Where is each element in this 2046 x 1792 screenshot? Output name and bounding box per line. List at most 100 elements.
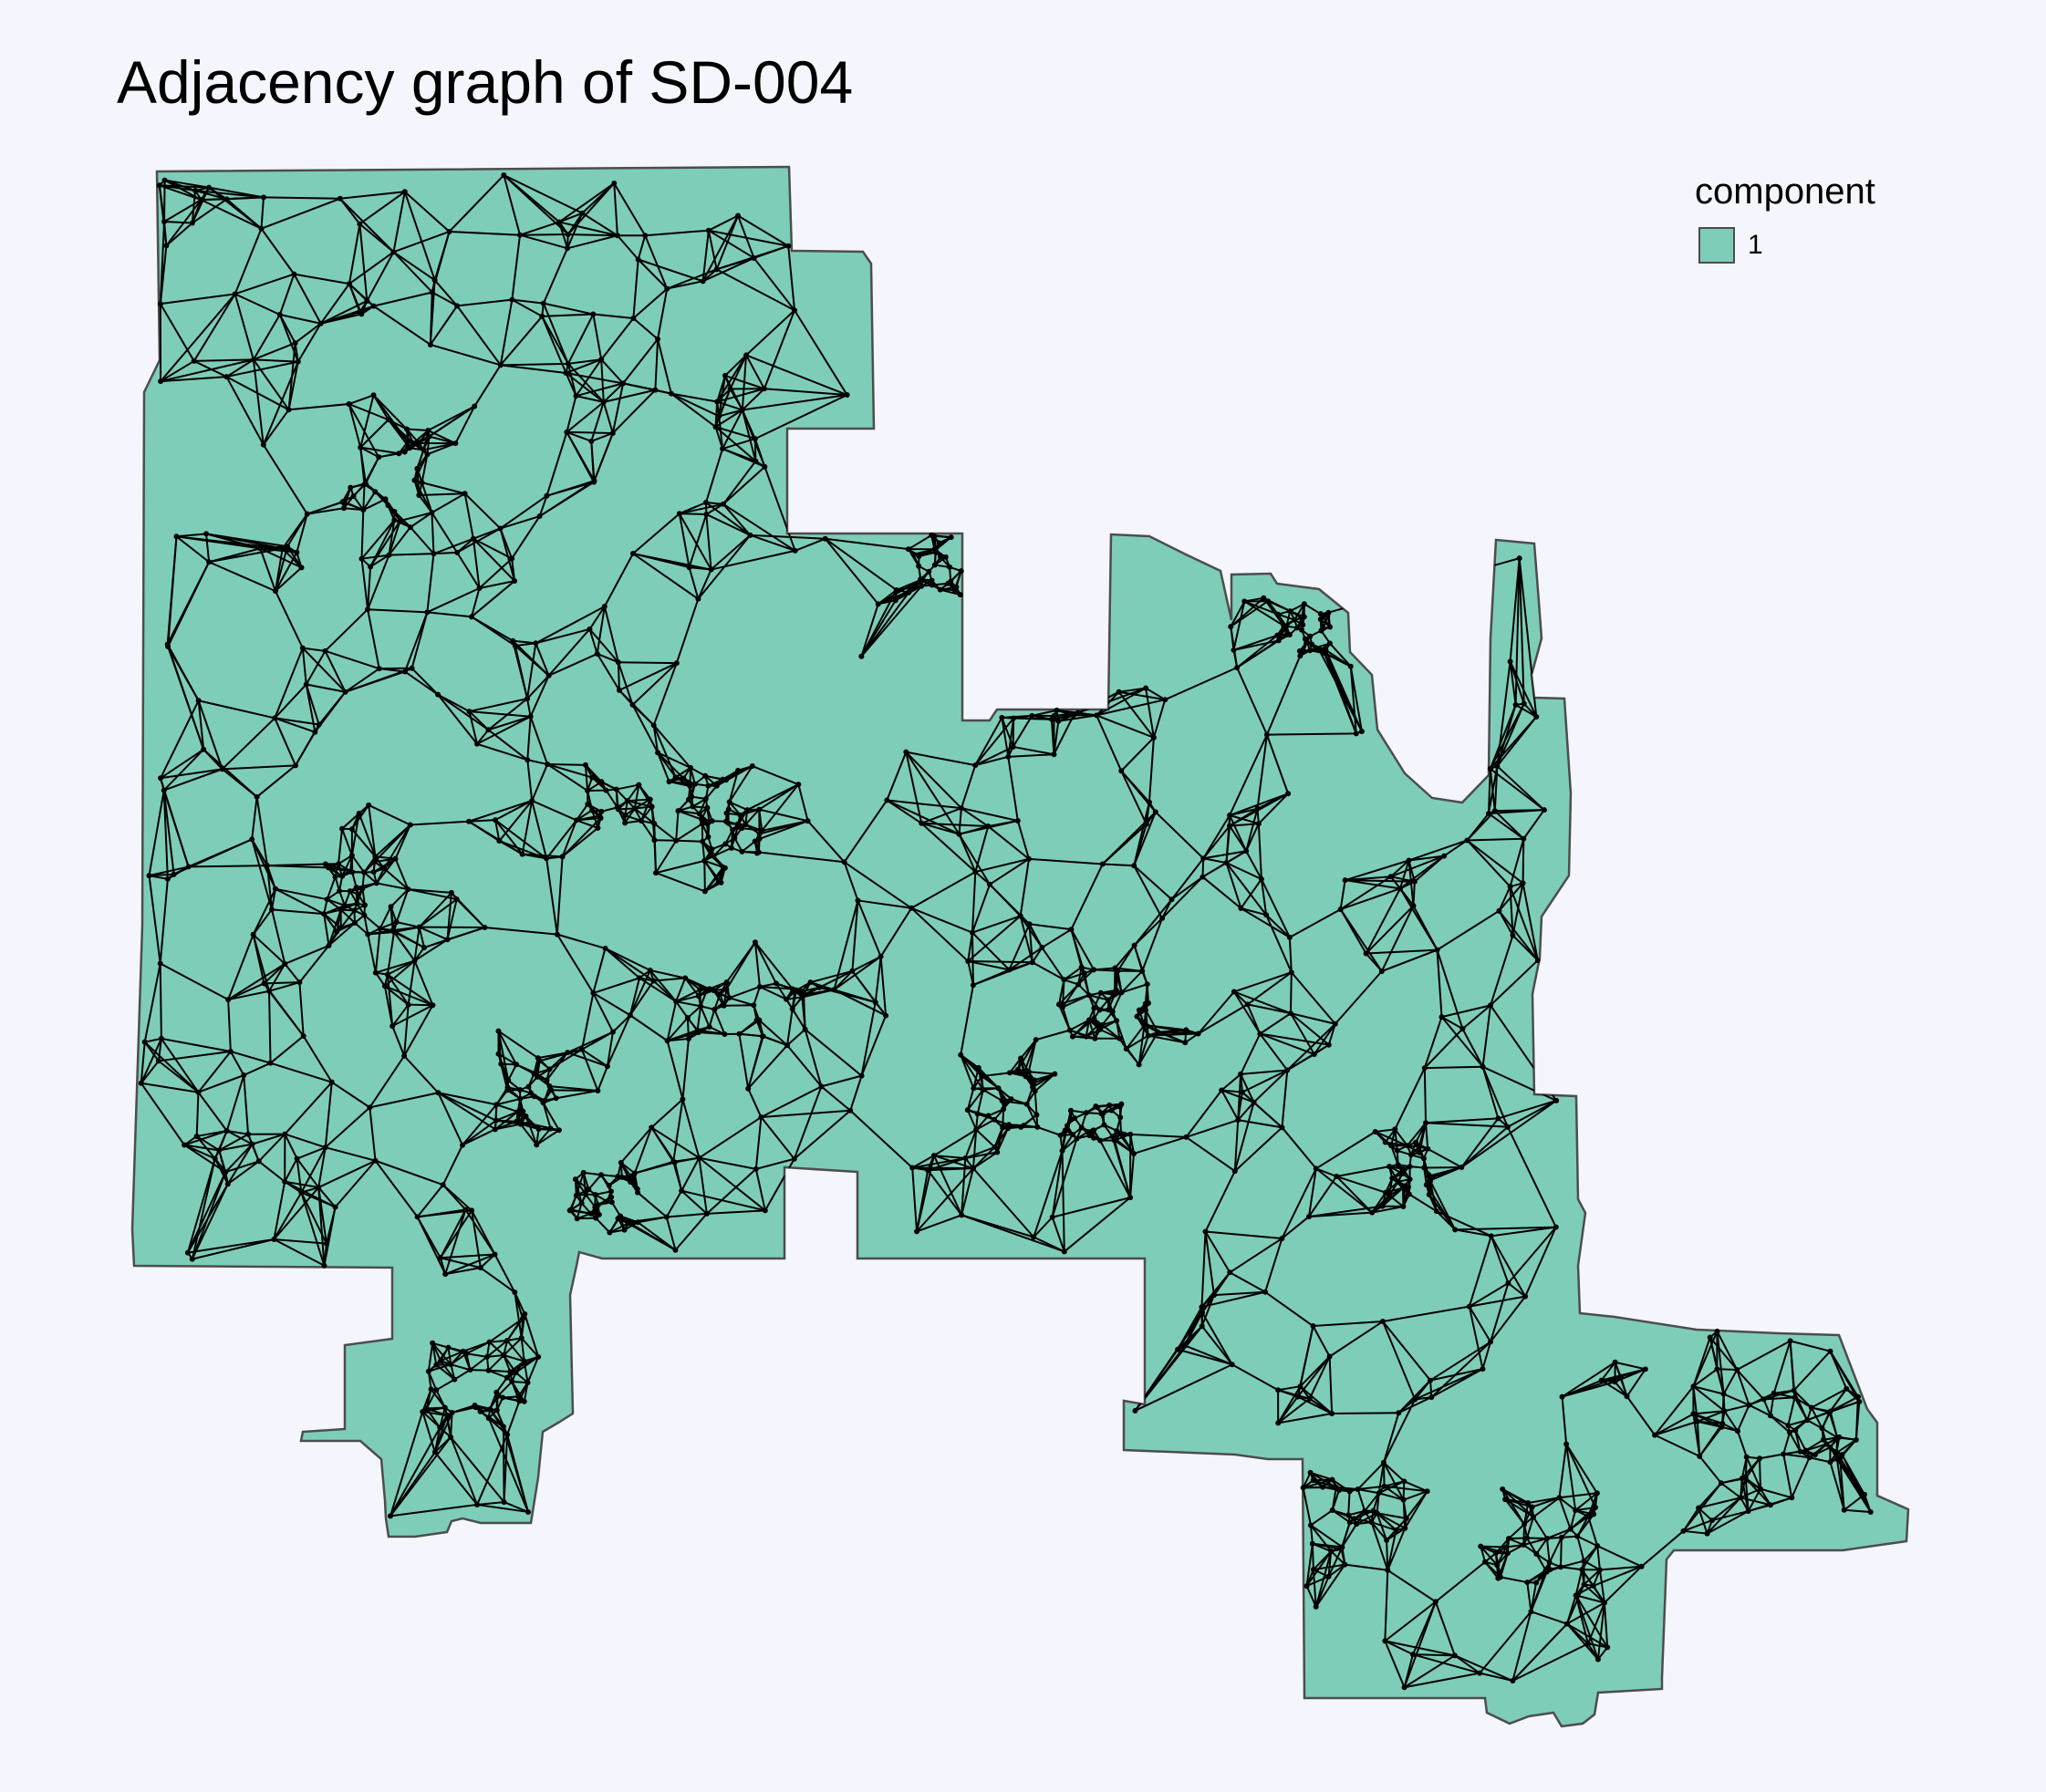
adjacency-edge (359, 395, 375, 448)
precinct-node (544, 855, 550, 862)
precinct-node (1183, 1134, 1189, 1140)
precinct-node (195, 698, 202, 704)
adjacency-edge (678, 513, 712, 571)
precinct-node (419, 480, 425, 486)
precinct-node (1333, 1484, 1339, 1490)
adjacency-edge (367, 566, 372, 610)
precinct-node (449, 1409, 455, 1415)
precinct-node (573, 817, 579, 823)
precinct-node (1757, 1486, 1763, 1492)
precinct-node (728, 844, 734, 851)
adjacency-edge (700, 989, 709, 1007)
adjacency-edge (1236, 667, 1268, 736)
adjacency-edge (499, 494, 548, 530)
precinct-node (409, 665, 415, 671)
adjacency-edge (1509, 838, 1525, 887)
precinct-node (370, 303, 377, 309)
adjacency-edge (1234, 1126, 1283, 1172)
precinct-node (985, 823, 992, 830)
adjacency-edge (1356, 1488, 1366, 1512)
precinct-node (497, 362, 504, 368)
adjacency-edge (1101, 1010, 1114, 1026)
adjacency-edge (632, 287, 668, 319)
precinct-node (725, 820, 732, 826)
adjacency-edge (529, 675, 550, 718)
adjacency-edge (675, 598, 700, 664)
adjacency-edge (1772, 1341, 1792, 1394)
precinct-node (291, 271, 297, 277)
precinct-node (615, 659, 621, 666)
adjacency-edge (1481, 1066, 1509, 1128)
adjacency-edge (1349, 666, 1357, 734)
adjacency-edge (497, 1052, 517, 1066)
precinct-node (424, 609, 431, 616)
adjacency-edge (763, 1158, 795, 1211)
precinct-node (520, 1315, 526, 1321)
precinct-node (701, 857, 708, 864)
precinct-node (784, 996, 790, 1002)
precinct-node (1235, 1117, 1241, 1124)
precinct-node (1288, 969, 1294, 976)
precinct-node (368, 564, 374, 570)
adjacency-edge (1698, 1455, 1722, 1484)
adjacency-edge (159, 184, 202, 202)
precinct-node (705, 227, 711, 233)
adjacency-edge (296, 1146, 327, 1160)
adjacency-edge (1335, 1176, 1373, 1214)
precinct-node (1404, 1143, 1410, 1149)
adjacency-edge (373, 823, 411, 863)
adjacency-edge (591, 810, 599, 829)
adjacency-edge (724, 374, 765, 390)
adjacency-edge (1596, 1602, 1605, 1660)
precinct-node (1231, 989, 1237, 995)
precinct-node (1369, 1209, 1376, 1216)
adjacency-edge (600, 317, 635, 360)
adjacency-edge (1029, 923, 1072, 931)
adjacency-edge (414, 938, 449, 962)
precinct-node (1310, 1477, 1316, 1484)
adjacency-edge (268, 981, 300, 992)
adjacency-edge (278, 274, 296, 316)
adjacency-edge (403, 1004, 434, 1057)
adjacency-edge (701, 268, 718, 283)
adjacency-edge (224, 1143, 254, 1173)
adjacency-edge (296, 1158, 303, 1193)
adjacency-edge (218, 1150, 229, 1185)
precinct-node (411, 477, 418, 483)
adjacency-edge (1488, 813, 1524, 840)
adjacency-edge (670, 392, 720, 418)
precinct-node (338, 906, 344, 913)
adjacency-edge (1277, 1397, 1311, 1424)
adjacency-edge (1152, 699, 1167, 739)
precinct-node (878, 953, 884, 959)
adjacency-edge (1260, 1032, 1329, 1046)
precinct-node (255, 1158, 262, 1165)
precinct-node (322, 647, 328, 654)
adjacency-edge (910, 871, 976, 909)
adjacency-edge (1507, 1282, 1526, 1298)
adjacency-edge (1560, 1566, 1583, 1571)
precinct-node (760, 1033, 766, 1040)
adjacency-edge (296, 1157, 320, 1188)
precinct-node (1054, 707, 1060, 713)
adjacency-edge (590, 440, 596, 482)
adjacency-edge (967, 915, 1022, 962)
adjacency-edge (961, 1167, 974, 1216)
adjacency-edge (971, 872, 977, 933)
precinct-node (192, 188, 199, 194)
adjacency-edge (1508, 1523, 1525, 1539)
precinct-node (501, 172, 507, 179)
precinct-node (403, 426, 410, 432)
adjacency-edge (1061, 1129, 1068, 1152)
adjacency-edge (1427, 1147, 1462, 1168)
adjacency-edge (1137, 1024, 1146, 1065)
adjacency-edge (617, 662, 620, 690)
adjacency-edge (1303, 1478, 1333, 1489)
adjacency-edge (1134, 1363, 1233, 1412)
legend-label: 1 (1748, 230, 1763, 260)
precinct-node (773, 980, 779, 987)
precinct-node (361, 869, 368, 875)
precinct-node (249, 836, 255, 843)
adjacency-edge (1101, 1024, 1120, 1040)
precinct-node (1425, 1145, 1431, 1152)
